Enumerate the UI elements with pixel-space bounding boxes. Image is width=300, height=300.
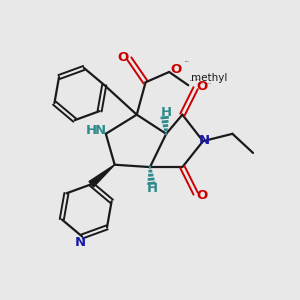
Text: methyl: methyl bbox=[191, 73, 228, 83]
Text: methyl: methyl bbox=[185, 60, 190, 62]
Text: N: N bbox=[95, 124, 106, 137]
Text: H: H bbox=[160, 106, 172, 119]
Text: methyl: methyl bbox=[190, 80, 195, 81]
Text: H: H bbox=[86, 124, 97, 137]
Text: O: O bbox=[117, 51, 128, 64]
Text: N: N bbox=[198, 134, 209, 147]
Text: N: N bbox=[75, 236, 86, 249]
Polygon shape bbox=[89, 165, 115, 187]
Text: O: O bbox=[170, 62, 181, 76]
Text: methyl: methyl bbox=[196, 79, 200, 80]
Text: O: O bbox=[196, 80, 208, 93]
Text: methyl: methyl bbox=[199, 82, 203, 84]
Text: methoxy: methoxy bbox=[206, 82, 212, 84]
Text: H: H bbox=[147, 182, 158, 195]
Text: O: O bbox=[196, 188, 208, 202]
